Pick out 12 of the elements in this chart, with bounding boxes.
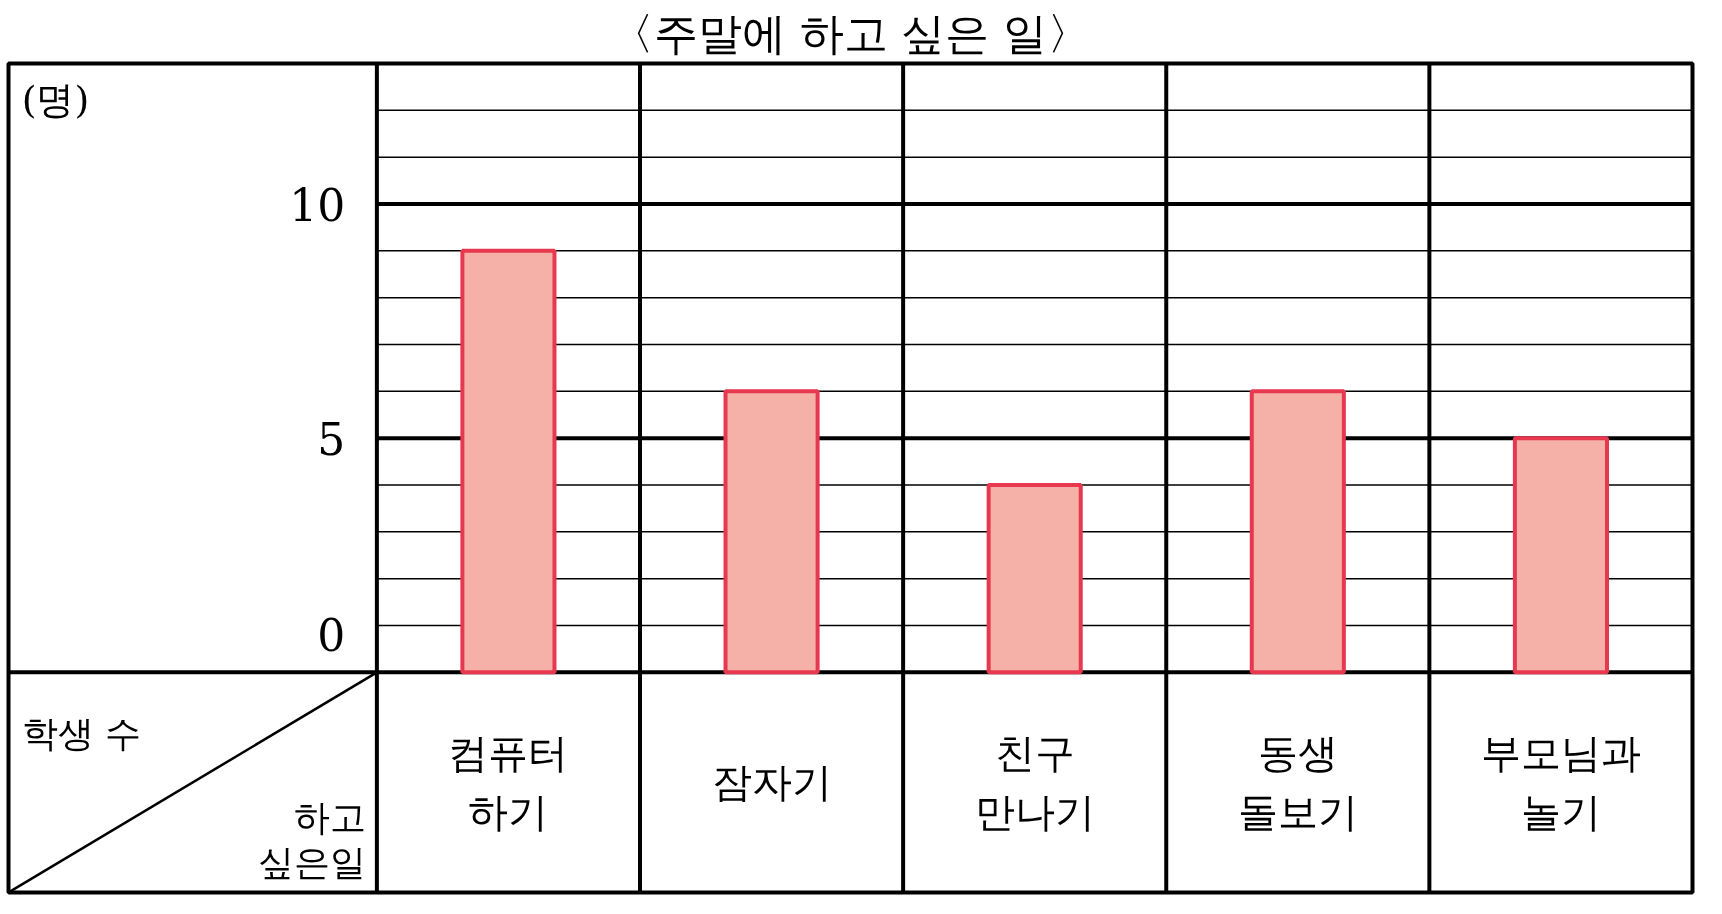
x-tick-label: 친구 만나기 <box>974 729 1095 836</box>
chart-title: 〈주말에 하고 싶은 일〉 <box>609 7 1092 59</box>
y-tick-label: 10 <box>289 179 346 231</box>
y-tick-label: 0 <box>317 610 346 662</box>
x-tick-label: 부모님과 놀기 <box>1480 729 1641 836</box>
x-tick-label: 잠자기 <box>711 759 832 806</box>
x-axis-title: 하고 싶은일 <box>258 797 367 884</box>
text: 학생 수 <box>21 712 142 754</box>
text: (명) <box>21 77 90 122</box>
x-tick-label: 컴퓨터 하기 <box>448 729 569 836</box>
x-tick-label: 동생 돌보기 <box>1237 729 1358 836</box>
y-tick-label: 5 <box>317 413 346 465</box>
